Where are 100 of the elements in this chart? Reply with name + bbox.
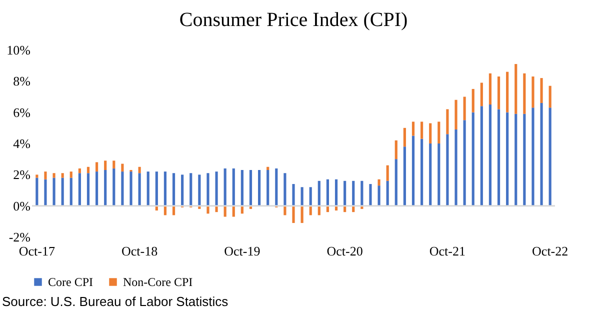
- bar: [266, 166, 270, 170]
- bar: [506, 112, 509, 206]
- bar: [360, 180, 364, 206]
- bar: [386, 180, 389, 206]
- bar: [420, 138, 424, 206]
- bar: [378, 186, 380, 206]
- bar: [138, 173, 141, 206]
- bar: [463, 120, 466, 206]
- y-tick-label: 6%: [13, 104, 31, 120]
- bar: [378, 179, 380, 186]
- bar: [86, 173, 90, 206]
- bar: [344, 180, 346, 206]
- bar: [488, 104, 492, 206]
- chart-title: Consumer Price Index (CPI): [179, 9, 408, 31]
- bar: [352, 180, 355, 206]
- bar: [412, 136, 415, 206]
- x-tick-label: Oct-21: [429, 244, 466, 258]
- bar: [292, 206, 295, 223]
- bar: [284, 173, 286, 206]
- bar: [155, 172, 158, 206]
- bar: [61, 173, 64, 178]
- bar: [206, 206, 210, 214]
- x-tick-label: Oct-22: [532, 244, 568, 258]
- bar: [112, 168, 116, 206]
- y-tick-label: 2%: [13, 167, 31, 182]
- bar: [95, 162, 98, 172]
- bar: [52, 173, 56, 178]
- bar: [104, 170, 107, 206]
- bar: [215, 206, 218, 212]
- bar: [86, 166, 90, 174]
- bar: [454, 129, 458, 206]
- bar: [258, 170, 261, 206]
- bar: [446, 109, 449, 134]
- y-tick-label: -2%: [8, 230, 31, 244]
- bar: [394, 140, 398, 160]
- bar: [532, 76, 534, 108]
- bar: [36, 178, 38, 206]
- y-tick-label: 4%: [13, 136, 31, 151]
- bar: [300, 187, 304, 206]
- bar: [318, 180, 320, 206]
- bar: [369, 184, 372, 206]
- x-tick-label: Oct-20: [326, 244, 363, 258]
- bar: [232, 168, 235, 206]
- bar: [523, 114, 526, 206]
- bar: [224, 168, 226, 206]
- bar: [429, 144, 432, 206]
- bar: [523, 73, 526, 114]
- bar: [540, 78, 543, 103]
- bar: [300, 206, 304, 223]
- bar: [497, 109, 500, 206]
- x-tick-label: Oct-19: [224, 244, 260, 258]
- bar: [198, 174, 201, 206]
- bar: [121, 172, 124, 206]
- bar: [480, 106, 483, 206]
- bar: [334, 179, 338, 206]
- y-tick-label: 10%: [6, 42, 31, 58]
- bar: [514, 64, 518, 114]
- bar: [95, 172, 98, 206]
- bar: [420, 122, 424, 139]
- bar: [412, 122, 415, 136]
- bar: [121, 164, 124, 172]
- bar: [130, 172, 132, 206]
- bar: [36, 174, 38, 178]
- bar: [532, 108, 534, 206]
- bar: [44, 179, 47, 206]
- bar: [472, 112, 474, 206]
- bar: [70, 178, 72, 206]
- bar: [454, 100, 458, 130]
- bar: [44, 172, 47, 180]
- bar: [488, 73, 492, 105]
- bar: [514, 114, 518, 206]
- bar: [386, 165, 389, 181]
- bar: [146, 172, 150, 206]
- bar: [446, 134, 449, 206]
- bar: [190, 173, 192, 206]
- bar: [172, 173, 176, 206]
- bar: [138, 166, 141, 174]
- bar: [78, 173, 81, 206]
- bar: [61, 178, 64, 206]
- bar: [309, 187, 312, 206]
- bar: [70, 172, 72, 178]
- bar: [394, 159, 398, 206]
- bar: [403, 146, 406, 206]
- bar: [215, 172, 218, 206]
- bar: [438, 144, 440, 206]
- bar: [104, 160, 107, 170]
- bar: [497, 76, 500, 110]
- bar: [206, 173, 210, 206]
- y-tick-label: 8%: [13, 74, 31, 89]
- bar: [164, 172, 167, 206]
- bar: [266, 170, 270, 206]
- source-note: Source: U.S. Bureau of Labor Statistics: [2, 294, 230, 310]
- bar: [548, 108, 552, 206]
- y-tick-label: 0%: [13, 198, 31, 214]
- bar: [112, 160, 116, 168]
- bar: [548, 86, 552, 108]
- x-tick-label: Oct-18: [121, 244, 158, 258]
- bar: [326, 179, 330, 206]
- bar: [275, 168, 278, 206]
- legend-label: Non-Core CPI: [123, 275, 193, 289]
